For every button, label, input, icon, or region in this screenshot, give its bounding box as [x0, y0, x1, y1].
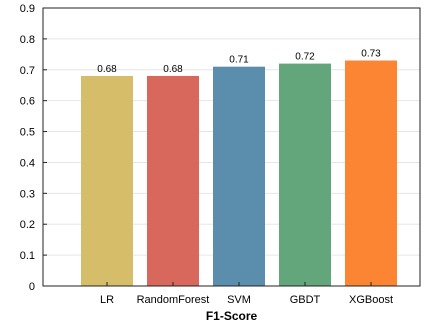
y-tick-label: 0.7	[20, 65, 35, 77]
value-label: 0.72	[295, 52, 315, 63]
y-tick-label: 0.5	[20, 127, 35, 139]
x-tick-label: SVM	[227, 294, 251, 306]
y-axis-ticks: 0 0.1 0.2 0.3 0.4 0.5 0.6 0.7 0.8 0.9	[20, 3, 47, 293]
value-labels: 0.68 0.68 0.71 0.72 0.73	[97, 49, 381, 75]
value-label: 0.68	[97, 64, 117, 75]
x-axis-ticks: LR RandomForest SVM GBDT XGBoost	[100, 282, 393, 306]
y-tick-label: 0.3	[20, 188, 35, 200]
x-tick-label: RandomForest	[137, 294, 210, 306]
y-tick-label: 0.1	[20, 250, 35, 262]
bar-randomforest	[147, 75, 199, 286]
x-tick-label: XGBoost	[349, 294, 393, 306]
y-tick-label: 0.2	[20, 219, 35, 231]
x-tick-label: LR	[100, 294, 114, 306]
bar-svm	[213, 66, 265, 286]
y-tick-label: 0	[29, 281, 35, 293]
bars	[81, 60, 397, 287]
bar-xgboost	[345, 60, 397, 287]
y-tick-label: 0.4	[20, 157, 35, 169]
x-tick-label: GBDT	[290, 294, 321, 306]
x-axis-label: F1-Score	[206, 309, 258, 323]
plot-frame	[42, 7, 421, 287]
y-tick-label: 0.8	[20, 34, 35, 46]
bar-gbdt	[279, 63, 331, 286]
bar-lr	[81, 75, 133, 286]
value-label: 0.71	[229, 55, 249, 66]
y-tick-label: 0.9	[20, 3, 35, 15]
y-tick-label: 0.6	[20, 96, 35, 108]
value-label: 0.73	[361, 49, 381, 60]
value-label: 0.68	[163, 64, 183, 75]
